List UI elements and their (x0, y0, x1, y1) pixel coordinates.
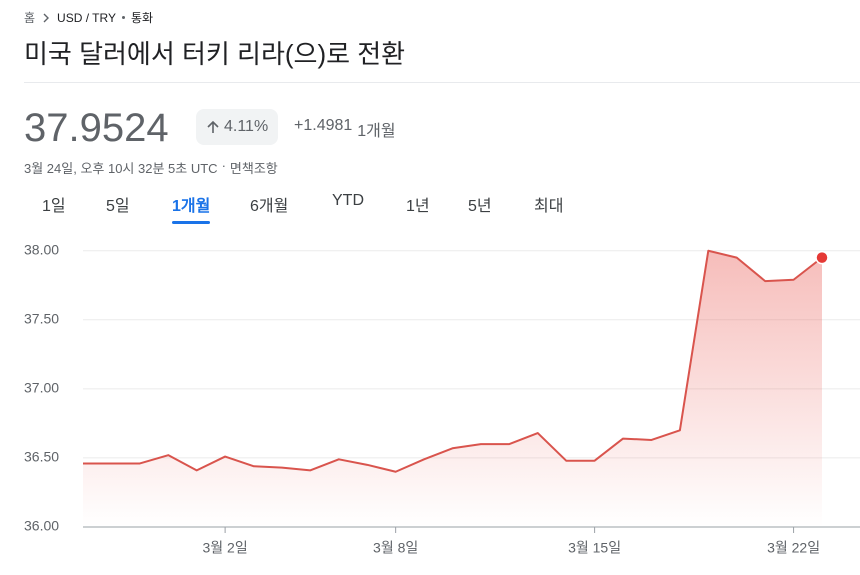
last-point (815, 250, 829, 265)
range-tab[interactable]: 최대 (534, 198, 564, 215)
range-tab[interactable]: 1년 (406, 198, 430, 215)
range-tab[interactable]: 6개월 (250, 198, 289, 215)
y-tick-label: 37.50 (24, 310, 59, 326)
y-tick-label: 36.50 (24, 449, 59, 465)
y-tick-label: 36.00 (24, 518, 59, 534)
x-tick-label: 3월 2일 (202, 540, 247, 556)
x-tick-label: 3월 22일 (767, 540, 820, 556)
change: +1.4981 1개월 (294, 117, 396, 141)
up-arrow (207, 120, 219, 133)
range-tab[interactable]: 5년 (468, 198, 492, 215)
change-percent: 4.11% (224, 118, 269, 135)
price-line (83, 249, 823, 473)
breadcrumb-item[interactable]: 홈 (24, 11, 36, 25)
separator: · (221, 158, 226, 173)
change-value: +1.4981 (294, 117, 353, 134)
separator (121, 16, 125, 19)
range-tab[interactable]: YTD (332, 192, 364, 209)
disclaimer[interactable]: 면책조항 (229, 161, 278, 176)
timestamp: 3월 24일, 오후 10시 32분 5초 UTC (24, 161, 218, 176)
divider (24, 82, 860, 83)
breadcrumb: 홈 USD / TRY 통화 (24, 9, 153, 26)
price: 37.9524 (24, 106, 169, 150)
range-tab[interactable]: 1일 (42, 198, 66, 215)
breadcrumb-item: 통화 (130, 11, 154, 25)
title: 미국 달러에서 터키 리라(으)로 전환 (24, 39, 406, 69)
chevron (43, 13, 50, 22)
x-tick-label: 3월 15일 (568, 540, 621, 556)
area-fill (83, 250, 822, 527)
change-period: 1개월 (357, 123, 396, 140)
y-tick-label: 38.00 (24, 241, 59, 257)
y-tick-label: 37.00 (24, 380, 59, 396)
timestamp-row: 3월 24일, 오후 10시 32분 5초 UTC · 면책조항 (24, 158, 278, 177)
x-tick-label: 3월 8일 (373, 540, 418, 556)
range-tab[interactable]: 5일 (106, 198, 130, 215)
range-tab[interactable]: 1개월 (172, 188, 211, 224)
change-badge: 4.11% (196, 109, 279, 145)
breadcrumb-item[interactable]: USD / TRY (57, 10, 116, 25)
